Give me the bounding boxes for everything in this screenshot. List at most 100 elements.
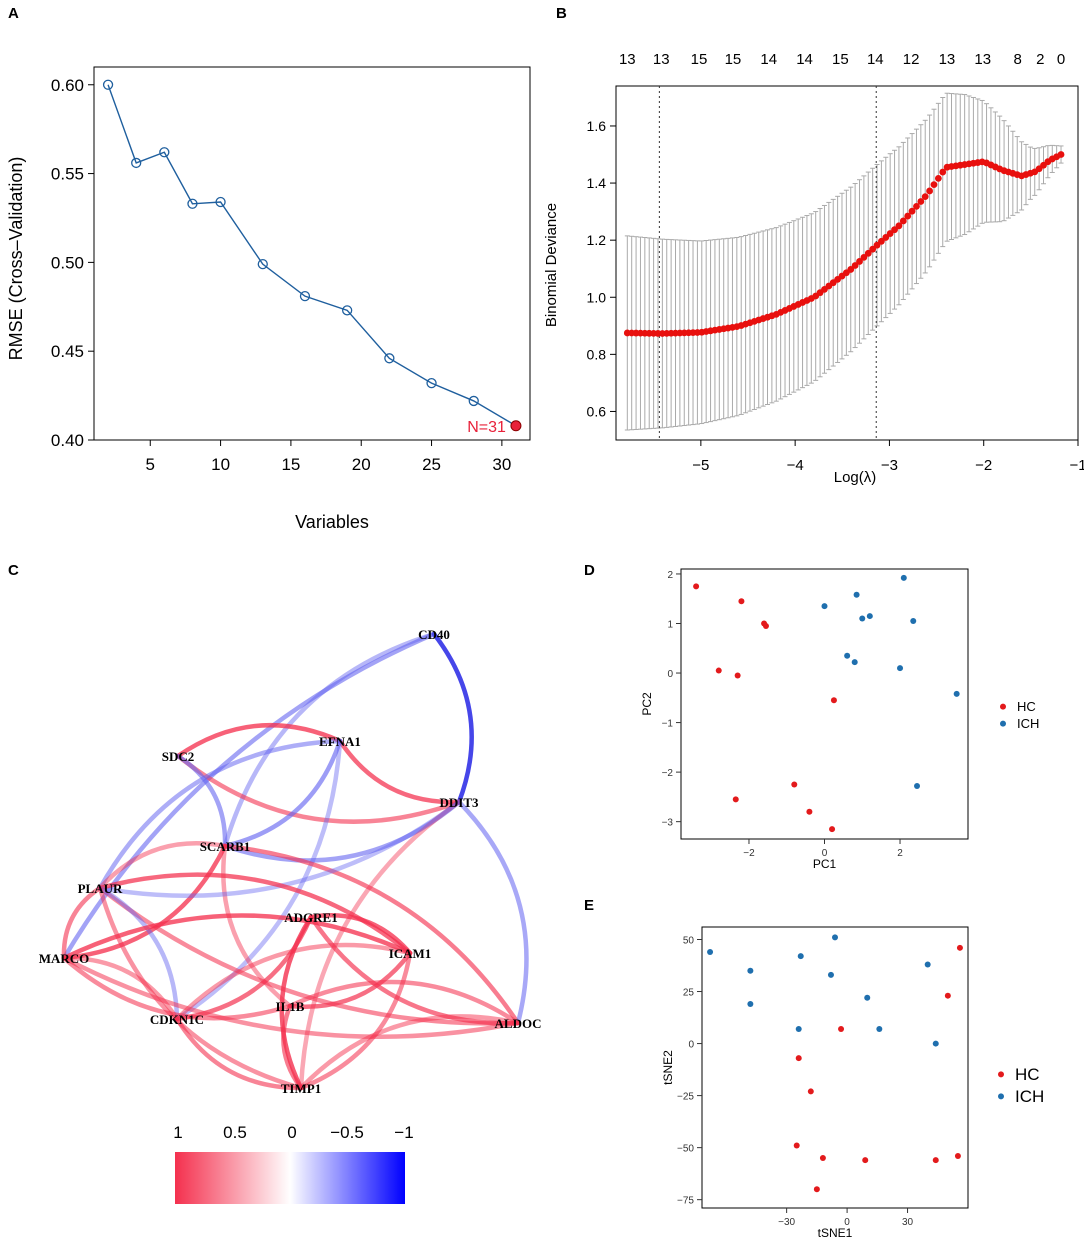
y-tick-label: 0.45 xyxy=(51,342,84,361)
x-tick-label: 30 xyxy=(492,455,511,474)
top-axis-label: 14 xyxy=(796,51,813,68)
panel-label: C xyxy=(8,562,19,579)
y-tick-label: −1 xyxy=(662,719,674,730)
network-edge xyxy=(298,799,462,1091)
y-tick-label: 0.8 xyxy=(587,346,607,362)
rmse-point xyxy=(426,378,437,389)
highlight-point xyxy=(510,420,522,432)
network-edge xyxy=(287,979,521,1026)
node-label: CD40 xyxy=(418,627,450,642)
data-point-ich xyxy=(924,961,931,968)
deviance-point xyxy=(930,181,938,189)
panel-c-correlation-network: C CD40 EFNA1 SDC2 DDIT3 SCARB1 PLAUR ADGRE1 ICAM… xyxy=(8,562,541,1204)
colorbar-tick-label: −0.5 xyxy=(330,1123,364,1142)
deviance-point xyxy=(860,253,868,261)
network-edge xyxy=(222,631,437,849)
network-edge xyxy=(174,914,314,1022)
rmse-point xyxy=(187,198,198,209)
top-axis-label: 15 xyxy=(725,51,742,68)
x-tick-label: 20 xyxy=(352,455,371,474)
x-tick-label: −4 xyxy=(787,457,804,474)
data-point-hc xyxy=(838,1025,845,1032)
data-point-ich xyxy=(876,1025,883,1032)
rmse-point xyxy=(159,147,170,158)
deviance-point xyxy=(891,226,898,234)
panel-d-pca-scatter: D −3 −2 −1 0 1 2 −2 0 2 PC1 PC2 HC ICH xyxy=(584,562,1039,871)
legend-label: ICH xyxy=(1015,1087,1044,1106)
y-tick-label: 0 xyxy=(688,1040,694,1051)
panel-label: D xyxy=(584,562,595,579)
deviance-point xyxy=(921,193,929,201)
data-point-hc xyxy=(738,598,745,605)
deviance-point xyxy=(908,207,916,215)
data-point-ich xyxy=(821,603,828,610)
data-point-hc xyxy=(829,826,836,833)
y-tick-label: −75 xyxy=(677,1196,694,1207)
y-tick-label: 2 xyxy=(667,570,673,581)
deviance-point xyxy=(904,212,912,220)
data-point-hc xyxy=(734,672,741,679)
network-edge xyxy=(61,955,180,1022)
y-tick-label: 0 xyxy=(667,669,673,680)
network-edge xyxy=(308,913,413,956)
data-point-ich xyxy=(827,971,834,978)
y-tick-label: 0.55 xyxy=(51,165,84,184)
data-point-hc xyxy=(732,796,739,803)
y-tick-label: 50 xyxy=(683,935,695,946)
data-point-ich xyxy=(844,652,851,659)
legend-label: HC xyxy=(1015,1065,1040,1084)
x-tick-label: 15 xyxy=(281,455,300,474)
y-tick-label: 25 xyxy=(683,988,695,999)
y-tick-label: −50 xyxy=(677,1144,694,1155)
deviance-point xyxy=(878,237,885,245)
top-axis-label: 12 xyxy=(903,51,920,68)
deviance-point xyxy=(913,202,920,210)
x-axis-label: Log(λ) xyxy=(834,469,877,486)
top-axis-label: 14 xyxy=(867,51,884,68)
network-edge xyxy=(298,950,413,1091)
y-tick-label: 1.4 xyxy=(587,175,607,191)
panel-label: A xyxy=(8,5,19,22)
plot-frame xyxy=(680,568,969,840)
top-axis-label: 2 xyxy=(1036,51,1044,68)
network-edge xyxy=(175,753,462,824)
network-edge xyxy=(174,738,343,1022)
node-label: SDC2 xyxy=(162,749,195,764)
deviance-point xyxy=(895,222,903,230)
legend-marker xyxy=(1000,720,1006,727)
legend-marker xyxy=(998,1071,1004,1078)
highlight-label: N=31 xyxy=(467,419,506,436)
network-edge xyxy=(175,722,343,759)
data-point-hc xyxy=(819,1155,826,1162)
network-edge xyxy=(287,950,413,1009)
deviance-point xyxy=(917,198,925,205)
x-tick-label: −2 xyxy=(743,848,755,859)
colorbar xyxy=(175,1152,405,1204)
data-point-ich xyxy=(953,690,960,697)
node-label: ALDOC xyxy=(495,1016,542,1031)
x-tick-label: −3 xyxy=(881,457,898,474)
x-tick-label: −2 xyxy=(975,457,992,474)
legend-marker xyxy=(998,1093,1004,1100)
y-tick-label: 1.6 xyxy=(587,118,607,134)
deviance-point xyxy=(934,174,942,182)
x-tick-label: 25 xyxy=(422,455,441,474)
x-axis-label: PC1 xyxy=(813,857,837,871)
x-tick-label: 30 xyxy=(902,1217,914,1228)
y-axis-label: RMSE (Cross–Validation) xyxy=(6,157,26,361)
data-point-ich xyxy=(747,967,754,974)
data-point-ich xyxy=(897,665,904,672)
data-point-ich xyxy=(932,1040,939,1047)
node-label: CDKN1C xyxy=(150,1012,204,1027)
deviance-point xyxy=(1057,151,1065,158)
colorbar-tick-label: 0.5 xyxy=(223,1123,247,1142)
network-edge xyxy=(456,799,529,1026)
panel-b-deviance-chart: B 0.6 0.8 1.0 1.2 1.4 1.6 −5 −4 −3 −2 −1 13 13 15 15 14 1… xyxy=(543,5,1084,486)
top-axis-label: 13 xyxy=(974,51,991,68)
data-point-hc xyxy=(954,1152,961,1159)
node-label: PLAUR xyxy=(78,881,123,896)
data-point-ich xyxy=(832,934,838,941)
y-axis-label: Binomial Deviance xyxy=(543,203,560,327)
x-tick-label: 0 xyxy=(822,848,828,859)
panel-label: B xyxy=(556,5,567,22)
